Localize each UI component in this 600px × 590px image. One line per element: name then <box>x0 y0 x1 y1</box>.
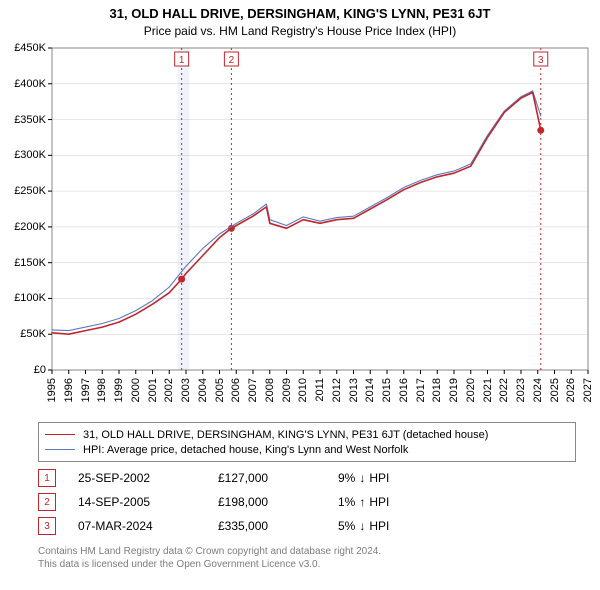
x-axis-tick-label: 2012 <box>331 378 343 402</box>
event-date: 14-SEP-2005 <box>78 495 218 509</box>
event-row: 2 14-SEP-2005£198,0001% ↑ HPI <box>38 490 562 514</box>
event-date: 25-SEP-2002 <box>78 471 218 485</box>
event-price: £127,000 <box>218 471 338 485</box>
event-delta-suffix: HPI <box>369 495 389 509</box>
x-axis-tick-label: 1997 <box>80 378 92 402</box>
x-axis-tick-label: 2023 <box>515 378 527 402</box>
event-delta-pct: 1% <box>338 495 355 509</box>
y-axis-tick-label: £250K <box>2 185 46 197</box>
event-delta-suffix: HPI <box>369 519 389 533</box>
y-axis-tick-label: £300K <box>2 149 46 161</box>
attribution-footer: Contains HM Land Registry data © Crown c… <box>38 546 562 571</box>
x-axis-tick-label: 2021 <box>482 378 494 402</box>
x-axis-tick-label: 2005 <box>214 378 226 402</box>
svg-text:3: 3 <box>538 55 544 66</box>
y-axis-tick-label: £200K <box>2 221 46 233</box>
x-axis-tick-label: 2013 <box>348 378 360 402</box>
y-axis-tick-label: £450K <box>2 42 46 54</box>
event-delta-pct: 5% <box>338 519 355 533</box>
legend-swatch <box>45 434 75 435</box>
svg-text:2: 2 <box>229 55 235 66</box>
svg-text:1: 1 <box>179 55 185 66</box>
event-delta: 5% ↓ HPI <box>338 519 488 533</box>
legend-item: 31, OLD HALL DRIVE, DERSINGHAM, KING'S L… <box>45 427 569 442</box>
arrow-down-icon: ↓ <box>359 519 365 533</box>
x-axis-tick-label: 1995 <box>46 378 58 402</box>
x-axis-tick-label: 2027 <box>582 378 594 402</box>
x-axis-tick-label: 2000 <box>130 378 142 402</box>
y-axis-tick-label: £50K <box>2 328 46 340</box>
y-axis-tick-label: £100K <box>2 292 46 304</box>
x-axis-tick-label: 2006 <box>230 378 242 402</box>
y-axis-tick-label: £150K <box>2 257 46 269</box>
event-marker-box: 2 <box>38 493 56 511</box>
event-marker-box: 3 <box>38 517 56 535</box>
footer-line-1: Contains HM Land Registry data © Crown c… <box>38 546 562 559</box>
y-axis-tick-label: £350K <box>2 114 46 126</box>
x-axis-tick-label: 2003 <box>180 378 192 402</box>
x-axis-tick-label: 2014 <box>364 378 376 402</box>
x-axis-tick-label: 2009 <box>281 378 293 402</box>
x-axis-tick-label: 1999 <box>113 378 125 402</box>
x-axis-tick-label: 2004 <box>197 378 209 402</box>
x-axis-tick-label: 2010 <box>297 378 309 402</box>
x-axis-tick-label: 2002 <box>163 378 175 402</box>
event-marker-box: 1 <box>38 469 56 487</box>
legend: 31, OLD HALL DRIVE, DERSINGHAM, KING'S L… <box>38 422 576 462</box>
x-axis-tick-label: 2011 <box>314 378 326 402</box>
x-axis-tick-label: 2020 <box>465 378 477 402</box>
legend-label: HPI: Average price, detached house, King… <box>83 444 408 456</box>
x-axis-tick-label: 1998 <box>96 378 108 402</box>
x-axis-tick-label: 2024 <box>532 378 544 402</box>
event-row: 1 25-SEP-2002£127,0009% ↓ HPI <box>38 466 562 490</box>
event-delta: 1% ↑ HPI <box>338 495 488 509</box>
x-axis-tick-label: 2017 <box>415 378 427 402</box>
legend-label: 31, OLD HALL DRIVE, DERSINGHAM, KING'S L… <box>83 429 488 441</box>
event-price: £198,000 <box>218 495 338 509</box>
legend-item: HPI: Average price, detached house, King… <box>45 442 569 457</box>
event-delta-suffix: HPI <box>369 471 389 485</box>
arrow-down-icon: ↓ <box>359 471 365 485</box>
events-table: 1 25-SEP-2002£127,0009% ↓ HPI 2 14-SEP-2005£1… <box>38 466 562 538</box>
y-axis-tick-label: £400K <box>2 78 46 90</box>
title-line-1: 31, OLD HALL DRIVE, DERSINGHAM, KING'S L… <box>0 6 600 21</box>
x-axis-tick-label: 2015 <box>381 378 393 402</box>
event-delta-pct: 9% <box>338 471 355 485</box>
x-axis-tick-label: 2001 <box>147 378 159 402</box>
event-delta: 9% ↓ HPI <box>338 471 488 485</box>
price-chart: 1 2 3 £0 £50K £100K £150K £200K £250K £300K £350K… <box>4 42 596 412</box>
y-axis-tick-label: £0 <box>2 364 46 376</box>
x-axis-tick-label: 2019 <box>448 378 460 402</box>
x-axis-tick-label: 2008 <box>264 378 276 402</box>
title-line-2: Price paid vs. HM Land Registry's House … <box>0 24 600 38</box>
event-date: 07-MAR-2024 <box>78 519 218 533</box>
legend-swatch <box>45 449 75 450</box>
arrow-up-icon: ↑ <box>359 495 365 509</box>
event-row: 3 07-MAR-2024£335,0005% ↓ HPI <box>38 514 562 538</box>
footer-line-2: This data is licensed under the Open Gov… <box>38 559 562 572</box>
x-axis-tick-label: 1996 <box>63 378 75 402</box>
x-axis-tick-label: 2007 <box>247 378 259 402</box>
x-axis-tick-label: 2016 <box>398 378 410 402</box>
x-axis-tick-label: 2025 <box>549 378 561 402</box>
x-axis-tick-label: 2022 <box>498 378 510 402</box>
x-axis-tick-label: 2018 <box>431 378 443 402</box>
x-axis-tick-label: 2026 <box>565 378 577 402</box>
event-price: £335,000 <box>218 519 338 533</box>
